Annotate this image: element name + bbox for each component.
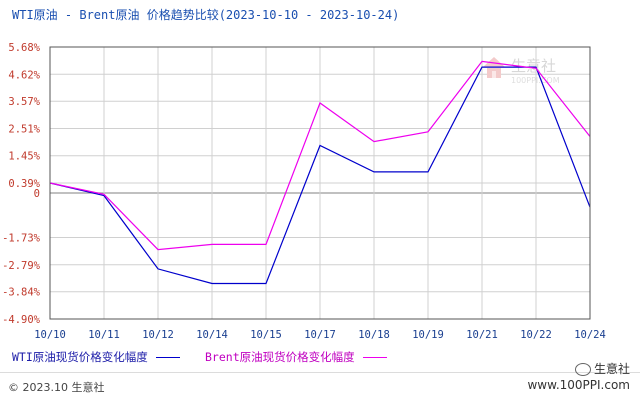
y-tick-label: 5.68% [8,42,40,54]
y-tick-label: -3.84% [2,287,41,299]
y-tick-label: -4.90% [2,314,41,326]
x-tick-label: 10/11 [88,329,120,341]
y-axis-labels: 5.68% 4.62% 3.57% 2.51% 1.45% 0.39%0 -1.73% -2.… [2,42,41,326]
x-tick-label: 10/22 [520,329,552,341]
legend-line-wti [155,357,180,358]
x-tick-label: 10/14 [196,329,228,341]
wechat-icon [574,363,591,376]
y-tick-label: 3.57% [8,96,40,108]
grid-lines [50,46,590,320]
brand-url: www.100PPI.com [527,378,630,392]
y-tick-label: -1.73% [2,233,41,245]
x-tick-label: 10/12 [142,329,174,341]
brand-name: 生意社 [593,362,630,376]
x-tick-label: 10/15 [250,329,282,341]
line-chart: 生意社 100PPI.COM 5.68% 4.62% 3.57% 2.51% 1.45%… [2,42,606,341]
legend-label-brent: Brent原油现货价格变化幅度 [205,350,355,364]
legend-item-wti: WTI原油现货价格变化幅度 [12,349,180,365]
brand-block: 生意社 www.100PPI.com [527,361,630,393]
legend-item-brent: Brent原油现货价格变化幅度 [205,349,387,365]
y-tick-label: 4.62% [8,69,40,81]
series-lines [49,60,591,285]
watermark-subtext: 100PPI.COM [511,76,560,85]
watermark-logo: 生意社 100PPI.COM [483,57,560,85]
x-tick-label: 10/17 [304,329,336,341]
x-tick-label: 10/21 [466,329,498,341]
y-tick-label: 0.39% [8,178,40,190]
x-axis-labels: 10/10 10/11 10/12 10/14 10/15 10/17 10/18 10/19… [34,329,606,341]
x-tick-label: 10/19 [412,329,444,341]
watermark-text: 生意社 [511,57,556,75]
chart-title: WTI原油 - Brent原油 价格趋势比较(2023-10-10 - 2023… [12,8,400,22]
y-tick-label: -2.79% [2,260,41,272]
y-tick-label: 2.51% [8,123,40,135]
x-tick-label: 10/24 [574,329,606,341]
x-tick-label: 10/10 [34,329,66,341]
y-tick-label: 0 [34,188,40,200]
y-tick-label: 1.45% [8,151,40,163]
series-line-wti [49,66,591,285]
copyright-text: © 2023.10 生意社 [8,381,105,394]
series-line-brent [49,60,591,251]
footer-divider [0,372,640,373]
x-tick-label: 10/18 [358,329,390,341]
legend-label-wti: WTI原油现货价格变化幅度 [12,350,148,364]
legend-line-brent [362,357,387,358]
plot-frame [49,46,591,320]
